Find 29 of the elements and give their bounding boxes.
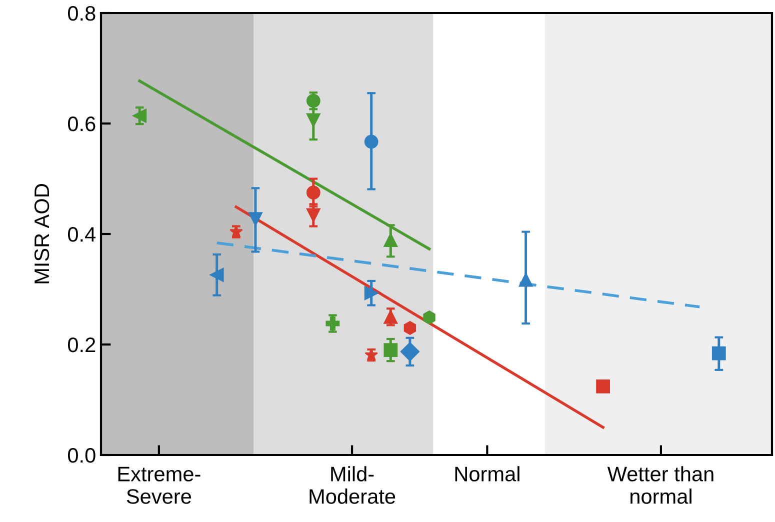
point bbox=[364, 286, 378, 300]
point bbox=[364, 134, 378, 149]
point bbox=[384, 343, 398, 357]
point bbox=[306, 186, 320, 200]
point bbox=[306, 208, 320, 222]
point bbox=[306, 94, 320, 108]
point bbox=[712, 346, 726, 360]
y-tick-label: 0.6 bbox=[68, 116, 96, 132]
point bbox=[306, 113, 320, 128]
x-tick-label: Extreme- Severe bbox=[118, 466, 200, 504]
point bbox=[518, 272, 533, 287]
point bbox=[384, 233, 398, 248]
y-tick-label: 0.8 bbox=[68, 6, 96, 21]
x-tick-label: Normal bbox=[455, 466, 520, 482]
y-tick-label: 0.0 bbox=[68, 448, 96, 463]
x-tick-label: Wetter than normal bbox=[607, 466, 714, 504]
y-axis-title: MISR AOD bbox=[34, 184, 50, 284]
point bbox=[400, 342, 420, 362]
point bbox=[210, 268, 224, 282]
point bbox=[404, 320, 416, 335]
point bbox=[248, 212, 262, 226]
x-tick-label: Mild- Moderate bbox=[310, 466, 396, 504]
point bbox=[384, 310, 398, 324]
point bbox=[326, 316, 340, 330]
point bbox=[423, 310, 436, 324]
point bbox=[596, 380, 610, 394]
y-tick-label: 0.4 bbox=[68, 227, 96, 242]
point bbox=[132, 108, 147, 123]
y-tick-label: 0.2 bbox=[68, 338, 96, 352]
